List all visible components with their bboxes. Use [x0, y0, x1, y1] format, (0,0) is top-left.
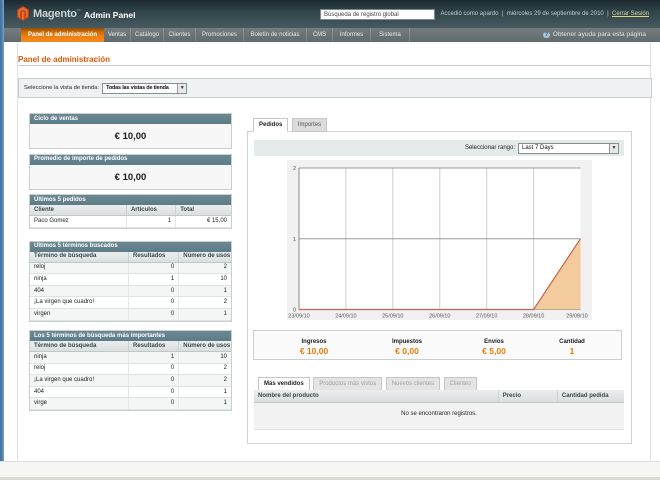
svg-text:29/09/10: 29/09/10	[566, 314, 587, 320]
svg-text:24/09/10: 24/09/10	[335, 314, 356, 320]
svg-text:26/09/10: 26/09/10	[429, 314, 450, 320]
svg-text:23/09/10: 23/09/10	[288, 314, 309, 320]
svg-text:1: 1	[293, 237, 296, 243]
svg-text:27/09/10: 27/09/10	[476, 314, 497, 320]
svg-text:0: 0	[293, 308, 296, 314]
svg-text:28/09/10: 28/09/10	[523, 314, 544, 320]
svg-text:2: 2	[293, 166, 296, 172]
svg-text:25/09/10: 25/09/10	[382, 314, 403, 320]
